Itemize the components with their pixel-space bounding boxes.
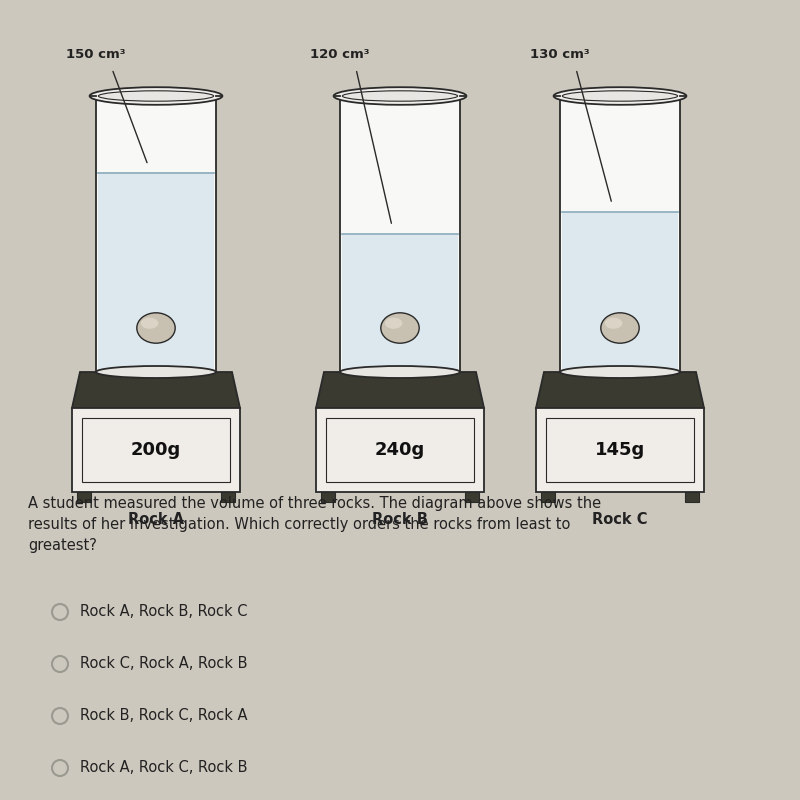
Polygon shape <box>316 408 484 492</box>
Text: 120 cm³: 120 cm³ <box>310 48 370 61</box>
Polygon shape <box>562 212 678 372</box>
Text: Rock B: Rock B <box>372 512 428 526</box>
Text: 200g: 200g <box>131 441 181 459</box>
Polygon shape <box>72 408 240 492</box>
Polygon shape <box>77 492 91 502</box>
Text: Rock A: Rock A <box>128 512 184 526</box>
Polygon shape <box>342 234 458 372</box>
Ellipse shape <box>342 90 458 102</box>
Ellipse shape <box>554 87 686 105</box>
Polygon shape <box>321 492 335 502</box>
Text: Rock C: Rock C <box>592 512 648 526</box>
Text: Rock C, Rock A, Rock B: Rock C, Rock A, Rock B <box>80 657 247 671</box>
Ellipse shape <box>605 318 622 329</box>
Polygon shape <box>536 372 704 408</box>
Polygon shape <box>560 96 680 372</box>
Text: 240g: 240g <box>375 441 425 459</box>
Ellipse shape <box>98 90 214 102</box>
Text: 130 cm³: 130 cm³ <box>530 48 590 61</box>
Ellipse shape <box>560 366 680 378</box>
Ellipse shape <box>141 318 158 329</box>
Ellipse shape <box>137 313 175 343</box>
Text: Rock A, Rock B, Rock C: Rock A, Rock B, Rock C <box>80 605 247 619</box>
Text: A student measured the volume of three rocks. The diagram above shows the
result: A student measured the volume of three r… <box>28 496 601 553</box>
Ellipse shape <box>601 313 639 343</box>
Text: 145g: 145g <box>595 441 645 459</box>
Ellipse shape <box>96 366 216 378</box>
Text: Rock A, Rock C, Rock B: Rock A, Rock C, Rock B <box>80 761 247 775</box>
Ellipse shape <box>381 313 419 343</box>
Ellipse shape <box>90 87 222 105</box>
Polygon shape <box>96 96 216 372</box>
Polygon shape <box>72 372 240 408</box>
Polygon shape <box>536 408 704 492</box>
Polygon shape <box>465 492 479 502</box>
Ellipse shape <box>340 366 460 378</box>
Polygon shape <box>685 492 699 502</box>
Polygon shape <box>98 174 214 372</box>
Polygon shape <box>541 492 555 502</box>
Text: 150 cm³: 150 cm³ <box>66 48 126 61</box>
Text: Rock B, Rock C, Rock A: Rock B, Rock C, Rock A <box>80 709 247 723</box>
Ellipse shape <box>334 87 466 105</box>
Ellipse shape <box>385 318 402 329</box>
Ellipse shape <box>562 90 678 102</box>
Polygon shape <box>340 96 460 372</box>
Polygon shape <box>221 492 235 502</box>
Polygon shape <box>316 372 484 408</box>
